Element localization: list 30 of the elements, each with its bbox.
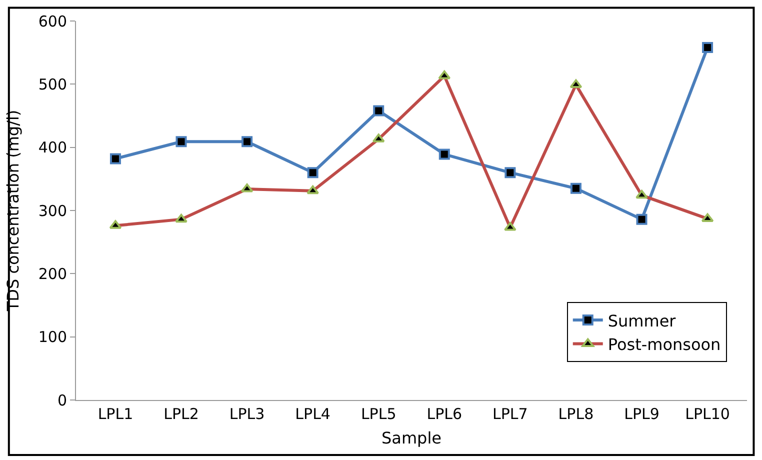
y-tick-label: 300 (38, 202, 67, 220)
legend-label: Summer (608, 311, 676, 330)
point (110, 153, 121, 164)
y-tick-label: 0 (57, 391, 67, 410)
y-tick-label: 200 (38, 264, 67, 283)
y-tick-label: 500 (38, 75, 67, 94)
x-tick-label: LPL6 (426, 405, 462, 423)
point (570, 182, 582, 194)
point (176, 136, 187, 148)
point (702, 42, 714, 54)
x-tick-label: LPL9 (624, 405, 660, 423)
x-tick-label: LPL1 (98, 405, 134, 423)
x-tick-label: LPL4 (295, 405, 330, 423)
legend-label: Post-monsoon (608, 335, 721, 354)
x-tick-label: LPL2 (164, 405, 199, 423)
y-tick-label: 400 (38, 138, 67, 157)
y-tick-label: 100 (38, 328, 67, 346)
y-tick-label: 600 (38, 12, 67, 30)
x-tick-label: LPL8 (558, 405, 594, 423)
x-tick-label: LPL10 (685, 405, 730, 423)
point (242, 136, 253, 148)
point (438, 148, 450, 160)
x-tick-label: LPL7 (492, 405, 528, 423)
point (636, 214, 648, 225)
point (373, 105, 384, 116)
x-tick-label: LPL5 (360, 405, 396, 423)
x-axis-title: Sample (382, 428, 442, 448)
x-tick-label: LPL3 (229, 405, 265, 423)
point (307, 167, 318, 178)
point (504, 167, 516, 178)
